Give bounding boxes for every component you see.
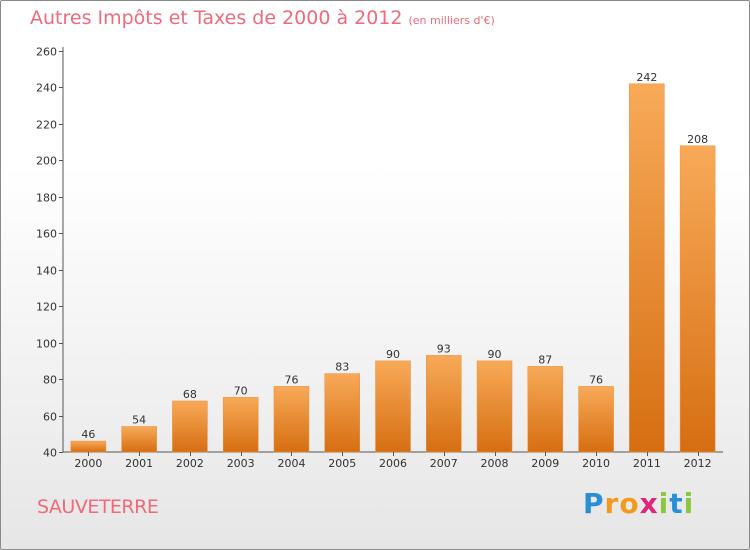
x-tick-label-2001: 2001 [125,457,153,470]
y-tick-label: 140 [36,265,57,278]
x-tick-label-2009: 2009 [531,457,559,470]
data-label-2005: 83 [335,361,349,374]
data-label-2010: 76 [589,373,603,386]
y-tick-label: 220 [36,119,57,132]
x-tick-label-2005: 2005 [328,457,356,470]
data-label-2004: 76 [284,373,298,386]
data-label-2006: 90 [386,348,400,361]
bar-2009 [527,366,564,453]
bar-2000 [70,440,107,453]
y-tick-label: 240 [36,82,57,95]
proxiti-logo[interactable]: Proxiti [583,487,695,520]
bar-2004 [273,386,310,453]
x-tick-label-2011: 2011 [633,457,661,470]
y-tick-label: 120 [36,301,57,314]
bar-2011 [629,83,665,453]
bar-2001 [121,426,157,453]
commune-name: SAUVETERRE [37,496,159,518]
y-tick-label: 100 [36,338,57,351]
x-tick-label-2006: 2006 [379,457,407,470]
data-label-2012: 208 [687,133,708,146]
data-label-2009: 87 [538,353,552,366]
bar-2007 [426,355,462,453]
data-label-2008: 90 [488,348,502,361]
chart-unit: (en milliers d'€) [408,14,495,27]
data-label-2001: 54 [132,413,146,426]
y-tick-label: 180 [36,192,57,205]
x-tick-label-2007: 2007 [430,457,458,470]
bar-2003 [222,397,259,453]
x-tick-label-2000: 2000 [74,457,102,470]
x-tick-label-2012: 2012 [684,457,712,470]
bar-2010 [578,386,614,453]
y-tick-label: 40 [43,447,57,460]
bar-2012 [679,145,716,453]
data-label-2011: 242 [636,71,657,84]
x-tick-label-2010: 2010 [582,457,610,470]
data-label-2007: 93 [437,342,451,355]
y-tick-label: 200 [36,155,57,168]
chart-title: Autres Impôts et Taxes de 2000 à 2012 [30,7,403,29]
bar-2008 [476,360,513,453]
x-tick-label-2004: 2004 [277,457,305,470]
data-label-2000: 46 [81,428,95,441]
x-tick-label-2008: 2008 [481,457,509,470]
x-tick-label-2003: 2003 [227,457,255,470]
data-label-2003: 70 [234,384,248,397]
y-tick-label: 80 [43,374,57,387]
bar-2005 [324,373,360,453]
x-tick-label-2002: 2002 [176,457,204,470]
bar-2006 [375,360,411,453]
data-label-2002: 68 [183,388,197,401]
chart-title-row: Autres Impôts et Taxes de 2000 à 2012 (en… [30,7,495,29]
y-tick-label: 260 [36,46,57,59]
bar-2002 [172,400,208,453]
y-tick-label: 60 [43,411,57,424]
y-tick-label: 160 [36,228,57,241]
